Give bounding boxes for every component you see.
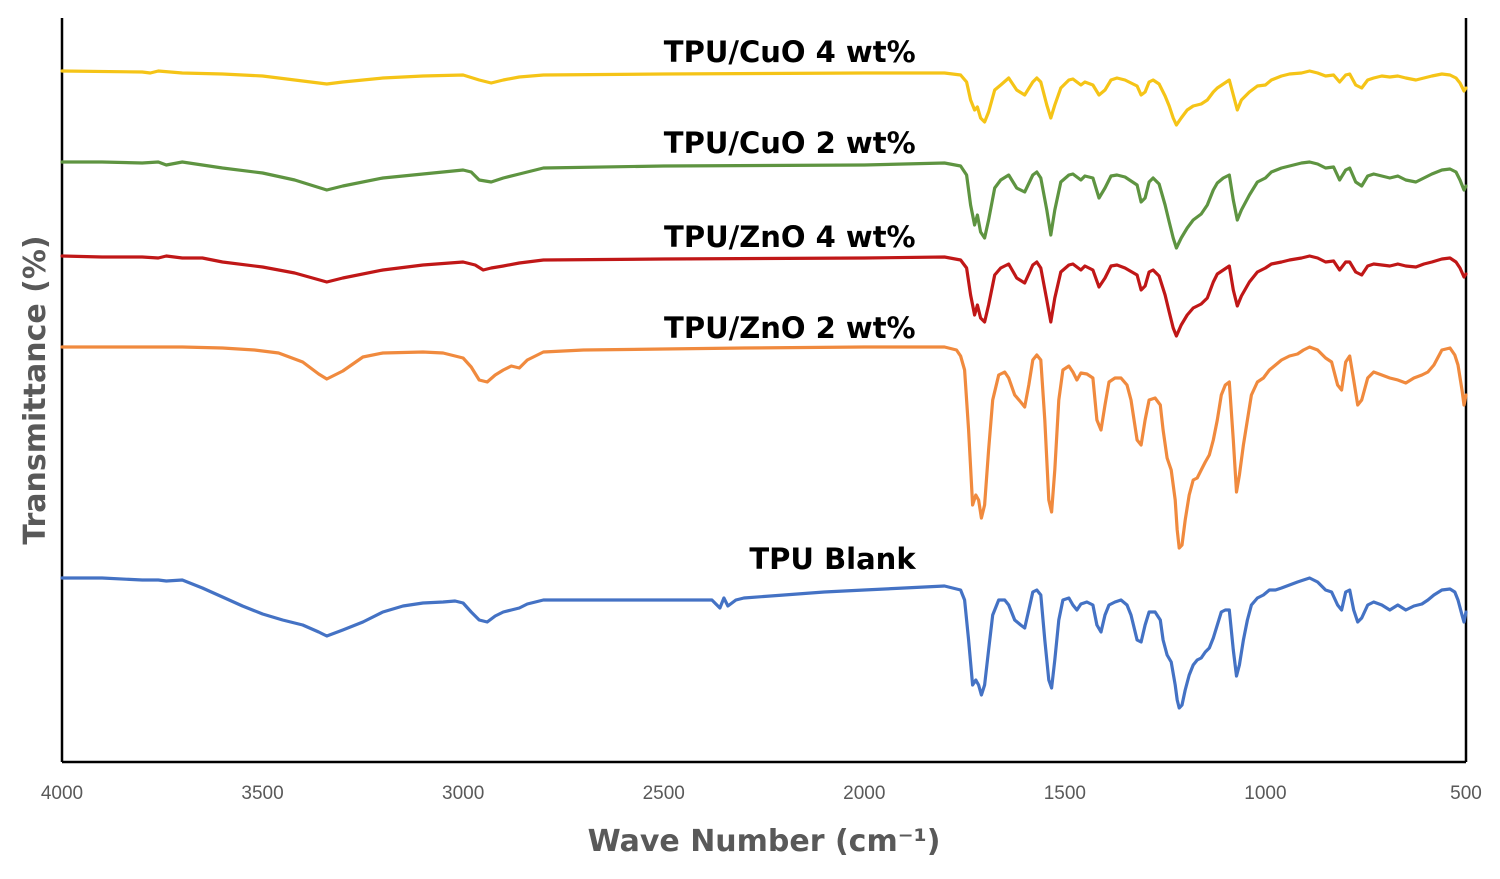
series-label: TPU/CuO 4 wt%	[664, 35, 916, 69]
x-tick-labels: 4000 3500 3000 2500 2000 1500 1000 500	[41, 783, 1482, 804]
series-line-tpu-cuo-4-wt-	[60, 69, 1468, 127]
series-label: TPU/ZnO 4 wt%	[664, 220, 916, 254]
x-tick-label: 1500	[1044, 783, 1086, 804]
series-label: TPU Blank	[749, 542, 916, 576]
y-axis-title: Transmittance (%)	[18, 235, 53, 544]
series-label: TPU/ZnO 2 wt%	[664, 311, 916, 345]
series-line-tpu-blank	[60, 576, 1468, 710]
x-tick-label: 3000	[442, 783, 484, 804]
x-tick-label: 500	[1450, 783, 1482, 804]
x-tick-label: 2000	[843, 783, 885, 804]
x-tick-label: 1000	[1244, 783, 1286, 804]
series-line-tpu-zno-2-wt-	[60, 345, 1468, 550]
series-line-tpu-zno-4-wt-	[60, 254, 1468, 338]
series-labels: TPU/CuO 4 wt% TPU/CuO 2 wt% TPU/ZnO 4 wt% T…	[664, 35, 917, 576]
plot-frame	[60, 18, 1468, 764]
x-tick-label: 3500	[241, 783, 283, 804]
series-label: TPU/CuO 2 wt%	[664, 126, 916, 160]
x-tick-label: 4000	[41, 783, 83, 804]
series-line-tpu-cuo-2-wt-	[60, 160, 1468, 250]
x-axis-title: Wave Number (cm⁻¹)	[588, 824, 941, 859]
x-tick-label: 2500	[643, 783, 685, 804]
series-lines	[60, 69, 1468, 710]
